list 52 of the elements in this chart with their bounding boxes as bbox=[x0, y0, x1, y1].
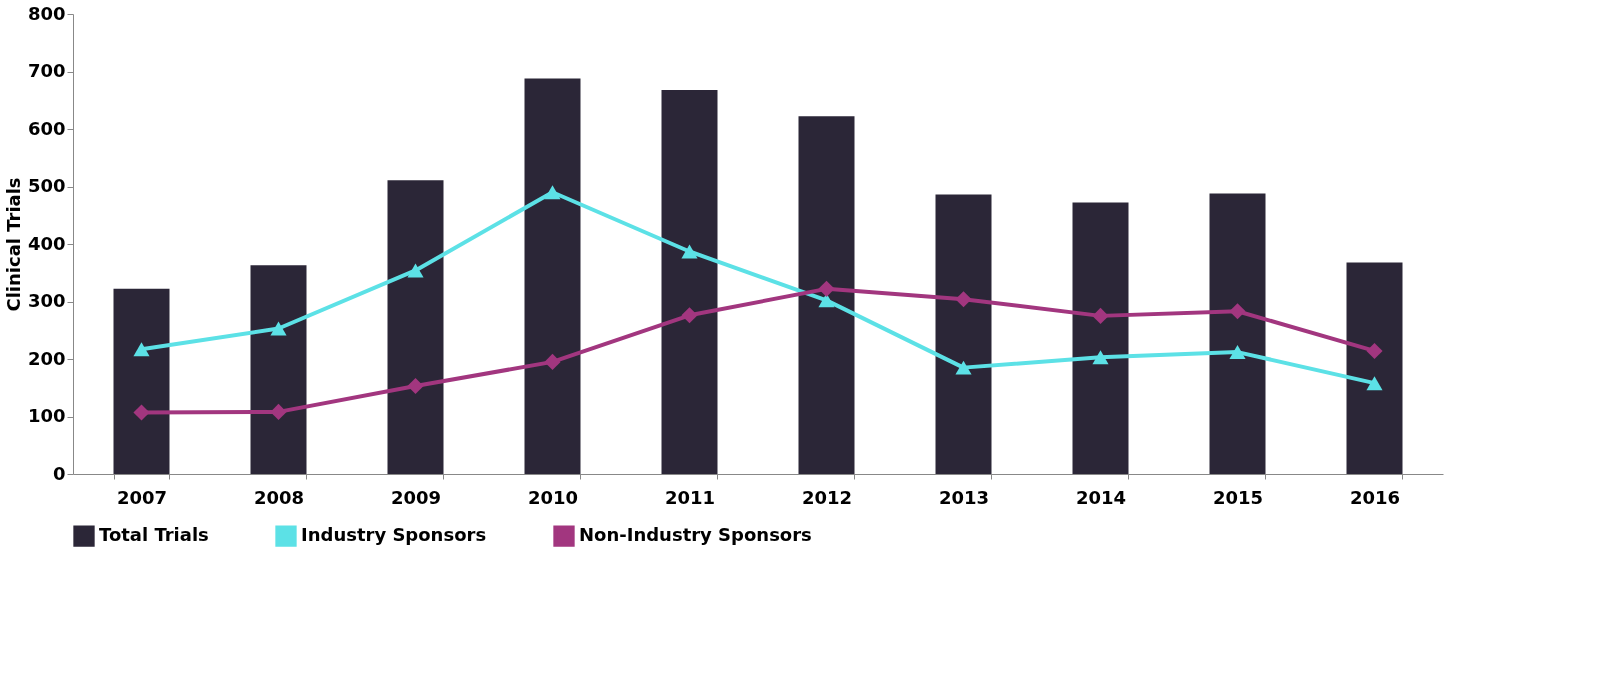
y-tick-label: 400 bbox=[27, 232, 66, 254]
y-tick-label: 800 bbox=[27, 2, 66, 24]
x-tick-label: 2011 bbox=[664, 486, 716, 508]
y-tick-label: 0 bbox=[52, 462, 66, 484]
point bbox=[955, 360, 972, 375]
point bbox=[270, 403, 287, 420]
point bbox=[544, 353, 561, 370]
x-tick-label: 2010 bbox=[527, 486, 579, 508]
x-tick-label: 2015 bbox=[1212, 486, 1264, 508]
y-tick-label: 200 bbox=[27, 347, 66, 369]
bar bbox=[524, 78, 581, 474]
point bbox=[407, 263, 424, 278]
point bbox=[270, 321, 287, 336]
point bbox=[1366, 342, 1383, 360]
y-tick-label: 600 bbox=[27, 117, 66, 139]
point bbox=[1229, 345, 1246, 360]
x-tick-label: 2013 bbox=[938, 486, 990, 508]
y-tick-label: 300 bbox=[27, 290, 66, 311]
y-axis-title: Clinical Trials bbox=[2, 177, 24, 312]
point bbox=[133, 342, 150, 357]
y-tick-label: 700 bbox=[27, 60, 66, 81]
bar bbox=[1072, 202, 1129, 474]
bar bbox=[113, 288, 170, 474]
y-tick-label: 100 bbox=[27, 405, 66, 426]
bar bbox=[1209, 193, 1266, 474]
point bbox=[1229, 303, 1246, 320]
point bbox=[544, 185, 561, 200]
point bbox=[1366, 376, 1383, 391]
x-tick-label: 2008 bbox=[253, 486, 305, 508]
legend-label: Total Trials bbox=[99, 524, 209, 546]
point bbox=[681, 244, 698, 259]
x-tick-label: 2012 bbox=[801, 486, 853, 508]
x-tick-label: 2014 bbox=[1075, 486, 1127, 508]
point bbox=[955, 291, 972, 308]
point bbox=[407, 377, 424, 395]
point bbox=[1092, 307, 1109, 324]
x-tick-label: 2009 bbox=[390, 486, 442, 508]
bar bbox=[1346, 262, 1403, 474]
point bbox=[818, 280, 835, 297]
bar bbox=[250, 265, 307, 474]
legend-label: Industry Sponsors bbox=[301, 524, 487, 546]
bar bbox=[798, 116, 855, 474]
x-tick-label: 2016 bbox=[1349, 486, 1401, 508]
bar bbox=[935, 194, 992, 474]
bar bbox=[661, 89, 718, 474]
bar bbox=[387, 180, 444, 474]
point bbox=[133, 404, 150, 421]
y-tick-label: 500 bbox=[27, 175, 66, 196]
legend-label: Non-Industry Sponsors bbox=[579, 524, 812, 546]
point bbox=[1092, 350, 1109, 365]
x-tick-label: 2007 bbox=[116, 486, 168, 508]
point bbox=[681, 307, 698, 324]
